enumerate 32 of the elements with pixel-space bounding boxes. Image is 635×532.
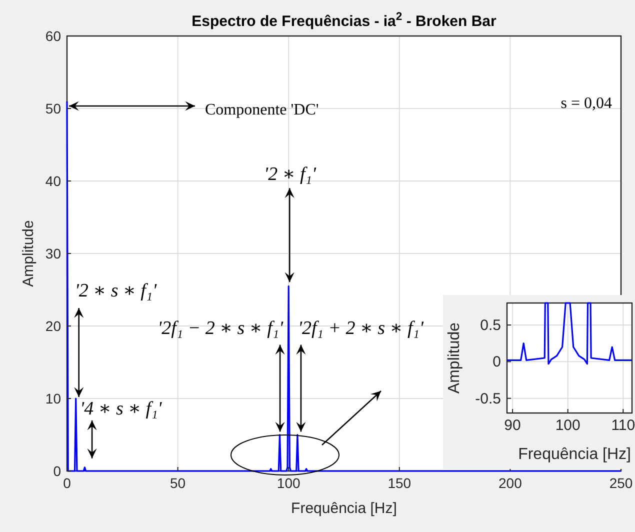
x-tick-label: 100 — [555, 417, 580, 434]
x-axis-title: Frequência [Hz] — [518, 446, 631, 463]
y-tick-label: 60 — [45, 28, 62, 44]
x-tick-label: 150 — [388, 475, 412, 491]
y-axis-title: Amplitude — [446, 322, 463, 394]
annotation: '2 ∗ s ∗ f₁' — [74, 280, 158, 302]
x-tick-label: 200 — [498, 475, 522, 491]
y-tick-label: 50 — [45, 100, 62, 116]
x-tick-label: 0 — [63, 475, 72, 491]
x-tick-label: 100 — [276, 475, 300, 491]
y-tick-label: 30 — [45, 246, 62, 262]
y-axis-title: Amplitude — [20, 220, 37, 287]
x-tick-label: 50 — [170, 475, 186, 491]
y-tick-label: 10 — [45, 390, 62, 406]
annotation: '4 ∗ s ∗ f₁' — [80, 398, 163, 420]
y-tick-label: 0.5 — [480, 317, 501, 334]
y-tick-label: 20 — [45, 318, 62, 334]
annotation: '2 ∗ f₁' — [264, 164, 317, 186]
annotation: '2f₁ + 2 ∗ s ∗ f₁' — [298, 318, 424, 339]
y-tick-label: 0 — [492, 354, 501, 371]
line-series — [506, 302, 633, 365]
annotation: Componente 'DC' — [205, 102, 319, 118]
y-tick-label: -0.5 — [475, 390, 501, 408]
y-tick-label: 40 — [45, 173, 62, 189]
x-tick-label: 90 — [504, 417, 521, 434]
annotation: s = 0,04 — [560, 95, 612, 112]
x-tick-label: 110 — [611, 417, 635, 434]
y-tick-label: 0 — [53, 463, 62, 479]
x-axis-title: Frequência [Hz] — [291, 500, 397, 517]
chart-title: Espectro de Frequências - ia$^{2}$ - Broken Bar — [192, 11, 497, 30]
x-tick-label: 250 — [609, 475, 633, 491]
annotation: '2f₁ − 2 ∗ s ∗ f₁' — [158, 318, 284, 339]
